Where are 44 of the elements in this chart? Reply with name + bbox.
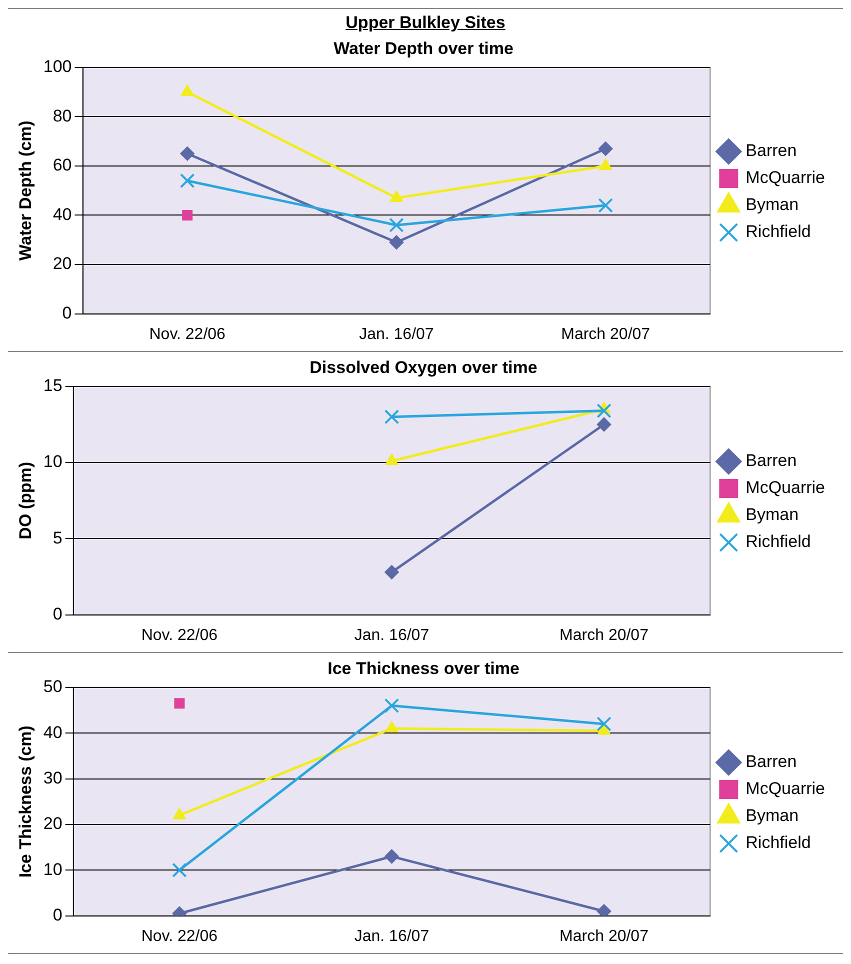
legend-label: Byman <box>746 806 799 826</box>
y-axis-title: DO (ppm) <box>16 462 35 540</box>
legend-label: Byman <box>746 195 799 214</box>
legend-label: Richfield <box>746 833 811 852</box>
legend-label: Barren <box>746 141 797 160</box>
x-tick-label: Nov. 22/06 <box>141 626 218 644</box>
legend-label: McQuarrie <box>746 478 826 498</box>
y-tick-label: 15 <box>43 376 62 396</box>
x-tick-label: March 20/07 <box>560 626 649 644</box>
legend-label: Barren <box>746 451 797 470</box>
y-tick-label: 80 <box>52 106 72 126</box>
chart-title: Upper Bulkley Sites <box>344 12 506 33</box>
y-tick-label: 60 <box>52 156 72 175</box>
y-tick-label: 40 <box>43 722 62 742</box>
y-tick-label: 0 <box>62 303 72 322</box>
x-tick-label: Jan. 16/07 <box>359 326 434 343</box>
y-axis-title: Water Depth (cm) <box>16 120 35 261</box>
y-tick-label: 10 <box>43 860 62 879</box>
chart-title: Dissolved Oxygen over time <box>310 358 538 377</box>
chart-subtitle: Water Depth over time <box>334 38 514 58</box>
y-tick-label: 50 <box>43 677 62 696</box>
legend-label: Richfield <box>746 222 811 242</box>
y-axis-title: Ice Thickness (cm) <box>16 726 35 878</box>
x-tick-label: Jan. 16/07 <box>354 928 430 945</box>
y-tick-label: 30 <box>43 768 62 788</box>
y-tick-label: 0 <box>52 905 62 924</box>
x-tick-label: Nov. 22/06 <box>141 928 218 945</box>
x-tick-label: March 20/07 <box>560 928 649 945</box>
y-tick-label: 100 <box>43 57 72 76</box>
y-tick-label: 20 <box>43 814 62 834</box>
x-tick-label: Jan. 16/07 <box>354 626 430 644</box>
y-tick-label: 20 <box>52 254 72 274</box>
legend-label: Byman <box>746 505 799 524</box>
y-tick-label: 5 <box>52 528 62 548</box>
legend-label: McQuarrie <box>746 779 826 798</box>
y-tick-label: 0 <box>52 604 62 624</box>
chart-title: Ice Thickness over time <box>328 658 520 678</box>
y-tick-label: 40 <box>52 204 72 224</box>
legend-label: McQuarrie <box>746 168 826 188</box>
legend-label: Richfield <box>746 532 811 552</box>
x-tick-label: Nov. 22/06 <box>149 326 226 343</box>
x-tick-label: March 20/07 <box>561 326 650 343</box>
legend-label: Barren <box>746 752 797 772</box>
y-tick-label: 10 <box>43 452 62 472</box>
